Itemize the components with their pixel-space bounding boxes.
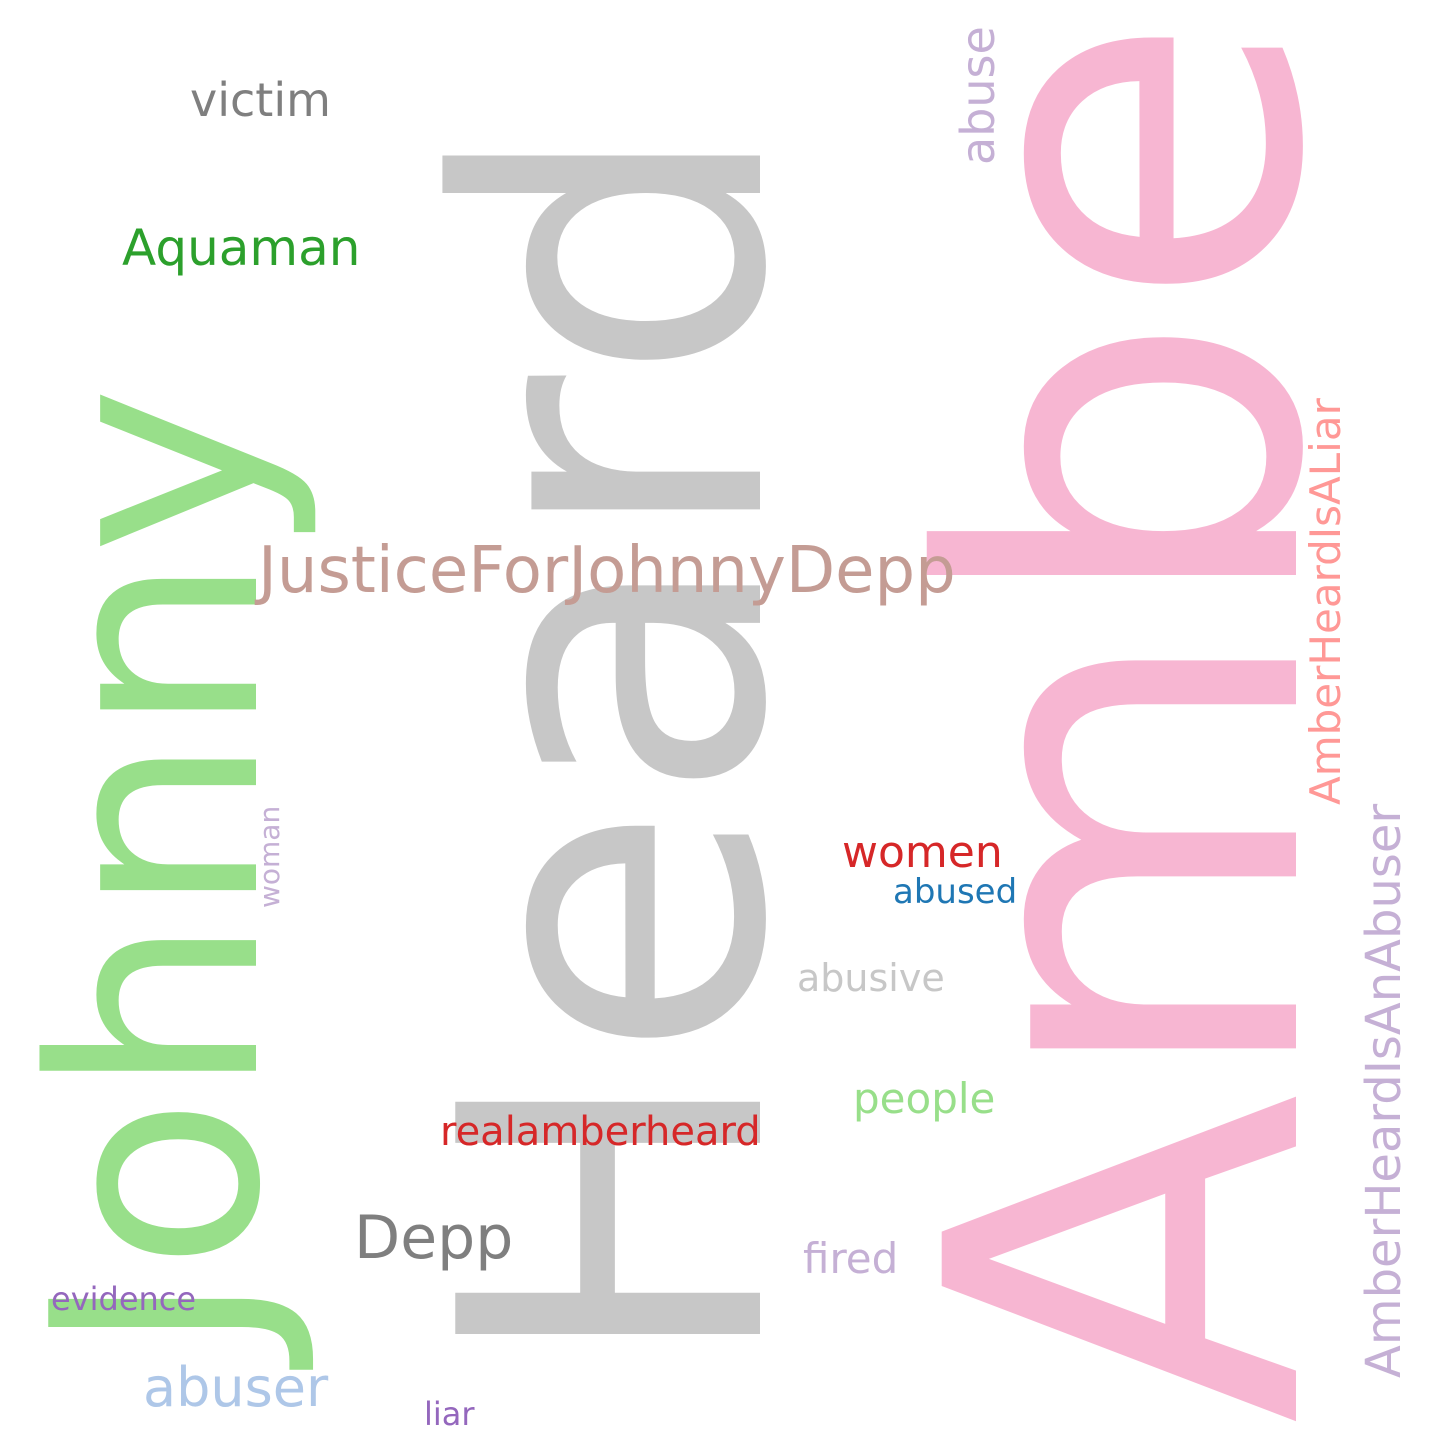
word-abused: abused — [893, 872, 1017, 912]
word-victim: victim — [190, 73, 331, 127]
word-fired: fired — [803, 1234, 898, 1283]
word-liar: AmberHeardIsALiar — [1301, 397, 1350, 805]
word-liar_small: liar — [424, 1395, 475, 1433]
word-johnny: Johnny — [0, 386, 324, 1373]
word-heard: Heard — [372, 118, 859, 1375]
word-abusive: abusive — [797, 956, 945, 1000]
word-aquaman: Aquaman — [122, 219, 360, 277]
word-amber: Amber — [845, 0, 1411, 1425]
word-abuse: abuse — [951, 26, 1005, 165]
word-justice: JusticeForJohnnyDepp — [254, 534, 956, 608]
word-women: women — [842, 827, 1003, 878]
word-people: people — [853, 1074, 995, 1123]
word-woman: woman — [253, 806, 286, 908]
word-realamberheard: realamberheard — [440, 1109, 761, 1155]
word-evidence: evidence — [51, 1280, 196, 1318]
word-abuser: abuser — [143, 1356, 329, 1419]
word-anabuser: AmberHeardIsAnAbuser — [1356, 804, 1412, 1378]
word-depp: Depp — [354, 1203, 513, 1273]
